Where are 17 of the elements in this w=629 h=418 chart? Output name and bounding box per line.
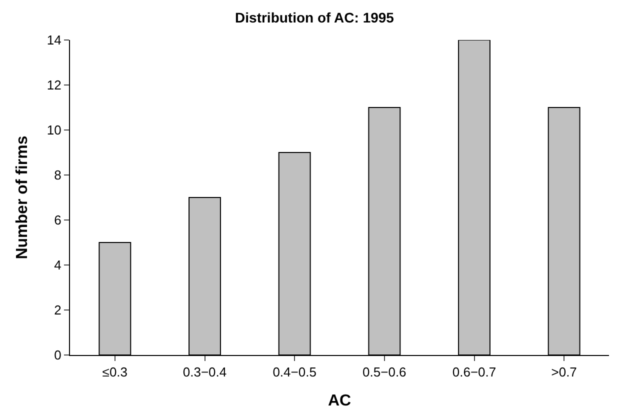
x-tick-label: ≤0.3 — [102, 364, 128, 380]
x-tick-label: 0.3−0.4 — [182, 364, 227, 380]
y-tick-label: 10 — [46, 122, 62, 138]
y-tick-label: 0 — [54, 348, 62, 363]
y-axis-title: Number of firms — [14, 136, 31, 260]
y-tick-label: 14 — [46, 32, 62, 48]
x-tick-label: 0.5−0.6 — [362, 364, 406, 380]
y-tick-label: 6 — [54, 212, 62, 228]
x-axis-title: AC — [328, 392, 352, 410]
y-tick-label: 8 — [54, 168, 62, 183]
chart-title: Distribution of AC: 1995 — [235, 9, 394, 26]
y-tick-label: 2 — [54, 302, 62, 318]
x-tick-label: >0.7 — [551, 364, 577, 380]
y-tick-label: 12 — [46, 78, 62, 93]
x-tick-label: 0.4−0.5 — [272, 364, 316, 380]
y-tick-label: 4 — [54, 258, 62, 273]
x-tick-label: 0.6−0.7 — [452, 364, 496, 380]
